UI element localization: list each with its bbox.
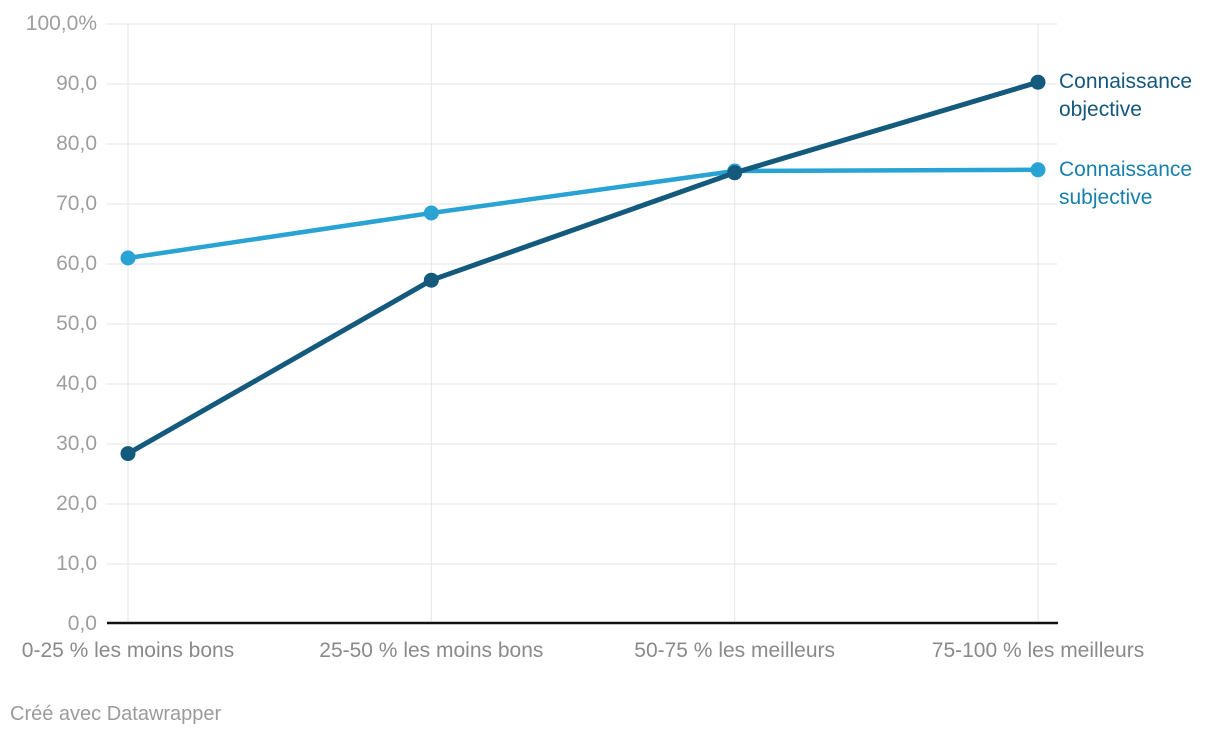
y-tick-label: 50,0	[56, 312, 97, 335]
y-tick-label: 60,0	[56, 252, 97, 275]
data-point	[423, 272, 439, 288]
data-point	[1030, 74, 1046, 90]
series-label-line: Connaissance	[1059, 70, 1193, 94]
series-label: Connaissance objective	[1059, 68, 1220, 124]
series-label-line: objective	[1059, 98, 1142, 122]
x-category-label: 50-75 % les meilleurs	[634, 639, 836, 662]
y-tick-label: 30,0	[56, 432, 97, 455]
y-tick-label: 10,0	[56, 552, 97, 575]
series-label: Connaissance subjective	[1059, 156, 1220, 212]
y-tick-label: 80,0	[56, 132, 97, 155]
y-tick-label: 100,0%	[25, 12, 97, 35]
data-point	[423, 205, 439, 221]
x-category-label: 25-50 % les moins bons	[319, 639, 544, 662]
y-tick-label: 0,0	[67, 612, 97, 635]
data-point	[727, 165, 743, 181]
series-line	[125, 79, 1041, 457]
y-tick-label: 90,0	[56, 72, 97, 95]
y-tick-label: 70,0	[56, 192, 97, 215]
x-category-label: 75-100 % les meilleurs	[931, 639, 1145, 662]
series-label-line: Connaissance	[1059, 157, 1193, 181]
datawrapper-credit: Créé avec Datawrapper	[10, 703, 222, 725]
data-point	[120, 250, 136, 266]
x-category-label: 0-25 % les moins bons	[21, 639, 235, 662]
data-point	[1030, 162, 1046, 178]
series-label-line: subjective	[1059, 185, 1153, 209]
y-tick-label: 20,0	[56, 492, 97, 515]
y-tick-label: 40,0	[56, 372, 97, 395]
data-point	[120, 446, 136, 462]
series-line	[125, 167, 1041, 261]
